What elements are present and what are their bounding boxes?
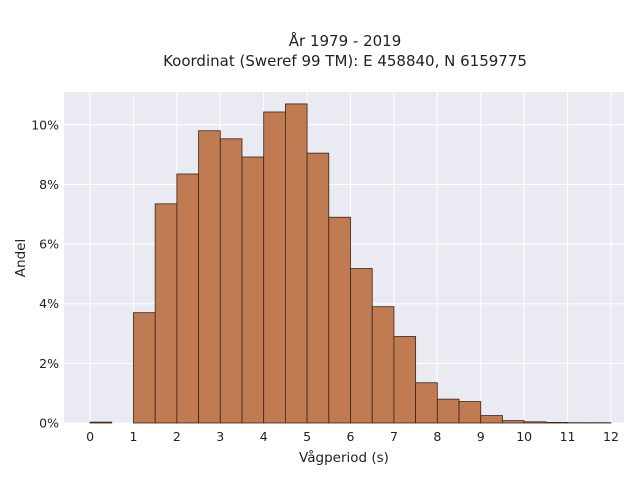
histogram-bar [263,111,286,424]
y-tick-label: 6% [39,237,59,252]
histogram-bar [502,420,525,424]
x-tick-label: 2 [173,429,181,444]
histogram-bar [284,103,308,424]
y-tick-label: 8% [39,177,59,192]
histogram-bar [371,306,395,424]
chart-title-line-2: Koordinat (Sweref 99 TM): E 458840, N 61… [163,52,527,70]
histogram-bar [415,382,438,424]
x-tick-label: 12 [603,429,619,444]
histogram-bar [523,421,547,424]
histogram-bar [350,268,373,424]
y-tick-label: 0% [39,416,59,431]
x-tick-label: 10 [516,429,532,444]
histogram-bar [154,203,178,424]
histogram-bar [198,130,221,424]
histogram-bar [241,156,265,424]
y-axis-label: Andel [13,239,29,277]
x-tick-label: 3 [216,429,224,444]
x-tick-label: 7 [390,429,398,444]
histogram-bars [89,103,612,424]
histogram-bar [545,422,568,424]
histogram-bar [436,398,460,424]
chart-title-line-1: År 1979 - 2019 [289,31,402,50]
histogram-bar [328,216,351,424]
x-tick-label: 8 [433,429,441,444]
x-tick-label: 4 [260,429,268,444]
histogram-bar [89,421,113,424]
histogram-bar [219,138,243,424]
x-axis-label: Vågperiod (s) [299,449,389,466]
histogram-bar [306,152,330,424]
y-tick-label: 10% [31,117,59,132]
x-tick-label: 5 [303,429,311,444]
x-tick-label: 11 [560,429,576,444]
y-tick-label: 2% [39,356,59,371]
x-tick-label: 0 [86,429,94,444]
histogram-bar [133,312,156,424]
histogram-bar [458,401,482,424]
histogram-bar [176,173,199,424]
histogram-bar [393,336,417,424]
x-tick-label: 6 [347,429,355,444]
y-tick-label: 4% [39,296,59,311]
x-tick-label: 1 [129,429,137,444]
x-tick-labels: 0 1 2 3 4 5 6 7 8 9 10 11 12 [86,429,619,444]
y-tick-labels: 0% 2% 4% 6% 8% 10% [31,117,59,430]
histogram-bar [480,415,503,424]
x-tick-label: 9 [477,429,485,444]
